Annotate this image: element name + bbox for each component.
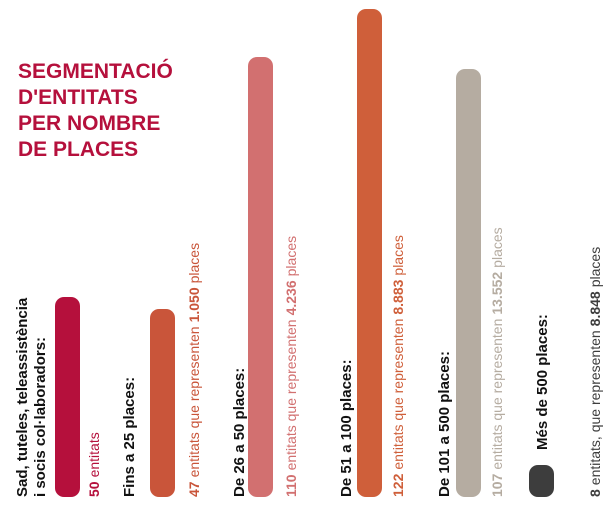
chart-title: PER NOMBRE bbox=[18, 112, 160, 135]
category-label: Sad, tuteles, teleassistència bbox=[14, 297, 31, 497]
category-label: Fins a 25 places: bbox=[121, 377, 138, 497]
caption-text: places bbox=[186, 243, 202, 283]
caption: 107 entitats que representen 13.552 places bbox=[489, 227, 505, 497]
caption: 8 entitats, que representen 8.848 places bbox=[587, 247, 603, 497]
bar bbox=[248, 57, 273, 497]
bar bbox=[529, 465, 554, 497]
caption: 110 entitats que representen 4.236 places bbox=[283, 236, 299, 497]
category-label: i socis col·laboradors: bbox=[32, 337, 49, 497]
caption-text: entitats, que representen bbox=[587, 330, 603, 485]
entity-count: 47 bbox=[186, 481, 202, 497]
entity-count: 50 bbox=[86, 481, 102, 497]
caption-text: places bbox=[489, 227, 505, 267]
caption-text: places bbox=[587, 247, 603, 287]
caption-text: entitats que representen bbox=[390, 319, 406, 470]
category-label: De 26 a 50 places: bbox=[231, 368, 248, 497]
caption: 47 entitats que representen 1.050 places bbox=[186, 243, 202, 497]
places-count: 4.236 bbox=[283, 280, 299, 315]
caption-text: entitats que representen bbox=[283, 319, 299, 470]
bar bbox=[55, 297, 80, 497]
places-count: 8.848 bbox=[587, 291, 603, 326]
chart-title: D'ENTITATS bbox=[18, 86, 138, 109]
category-label: Més de 500 places: bbox=[534, 314, 551, 450]
category-label: De 101 a 500 places: bbox=[436, 351, 453, 497]
entity-count: 107 bbox=[489, 473, 505, 497]
entity-count: 8 bbox=[587, 489, 603, 497]
caption-text: entitats bbox=[86, 432, 102, 477]
places-count: 13.552 bbox=[489, 272, 505, 315]
bar bbox=[150, 309, 175, 497]
caption: 122 entitats que representen 8.883 places bbox=[390, 235, 406, 497]
caption-text: places bbox=[283, 236, 299, 276]
entity-count: 122 bbox=[390, 473, 406, 497]
caption-text: entitats que representen bbox=[186, 326, 202, 477]
chart-title: DE PLACES bbox=[18, 138, 138, 161]
caption: 50 entitats bbox=[86, 432, 102, 497]
bar bbox=[357, 9, 382, 497]
category-label: De 51 a 100 places: bbox=[338, 359, 355, 497]
caption-text: places bbox=[390, 235, 406, 275]
entity-count: 110 bbox=[283, 474, 299, 497]
places-count: 8.883 bbox=[390, 279, 406, 314]
caption-text: entitats que representen bbox=[489, 319, 505, 470]
places-count: 1.050 bbox=[186, 287, 202, 322]
bar bbox=[456, 69, 481, 497]
chart-title: SEGMENTACIÓ bbox=[18, 59, 173, 83]
